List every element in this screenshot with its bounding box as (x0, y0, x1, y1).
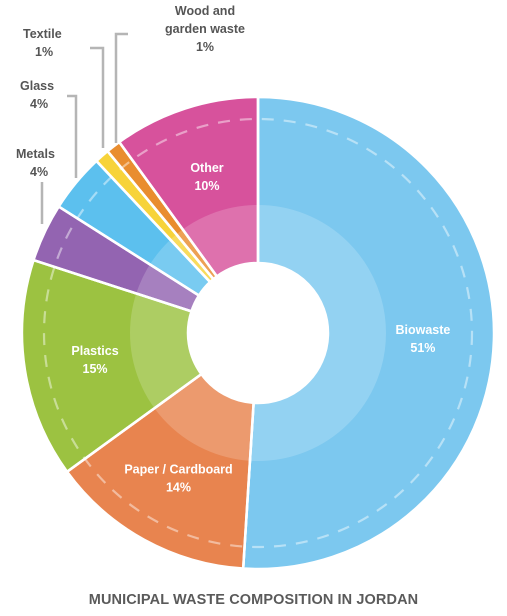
slice-other (117, 95, 260, 279)
slice-separator (57, 204, 200, 297)
label-biowaste: Biowaste (395, 323, 450, 337)
label-other: Other (190, 161, 223, 175)
labels-group: Biowaste 51% Paper / Cardboard 14% Plastics 1… (16, 4, 450, 495)
slice-separator (117, 140, 218, 278)
leader-wood-and-garden-waste (114, 32, 128, 143)
slice-paper-cardboard (65, 372, 255, 570)
label-metals: Metals (16, 147, 55, 161)
value-metals: 4% (30, 165, 48, 179)
slice-separator (65, 373, 203, 474)
value-wood-and-garden-waste: 1% (196, 40, 214, 54)
slices-group (20, 95, 496, 571)
value-paper-cardboard: 14% (166, 481, 191, 495)
slice-separator (94, 159, 211, 283)
slice-plastics (20, 258, 204, 474)
chart-title: MUNICIPAL WASTE COMPOSITION IN JORDAN (88, 592, 419, 608)
label-glass: Glass (20, 79, 54, 93)
value-plastics: 15% (83, 362, 108, 376)
slice-separator (32, 258, 192, 313)
value-biowaste: 51% (410, 341, 435, 355)
label-textile: Textile (23, 27, 62, 41)
label-wood-and-garden-waste: Wood and (175, 4, 235, 18)
slice-biowaste (241, 95, 496, 571)
donut-chart: Biowaste 51% Paper / Cardboard 14% Plastics 1… (16, 4, 496, 571)
leader-glass (67, 94, 78, 178)
slice-separator (241, 402, 255, 570)
label-wood-and-garden-waste-line2: garden waste (165, 22, 245, 36)
value-textile: 1% (35, 45, 53, 59)
dashed-guide-ring (42, 117, 474, 549)
value-glass: 4% (30, 97, 48, 111)
label-plastics: Plastics (71, 344, 118, 358)
value-other: 10% (194, 179, 219, 193)
leader-textile (90, 46, 105, 148)
slice-separator (105, 149, 215, 280)
label-paper-cardboard: Paper / Cardboard (124, 463, 232, 477)
leader-lines-group (40, 32, 128, 224)
